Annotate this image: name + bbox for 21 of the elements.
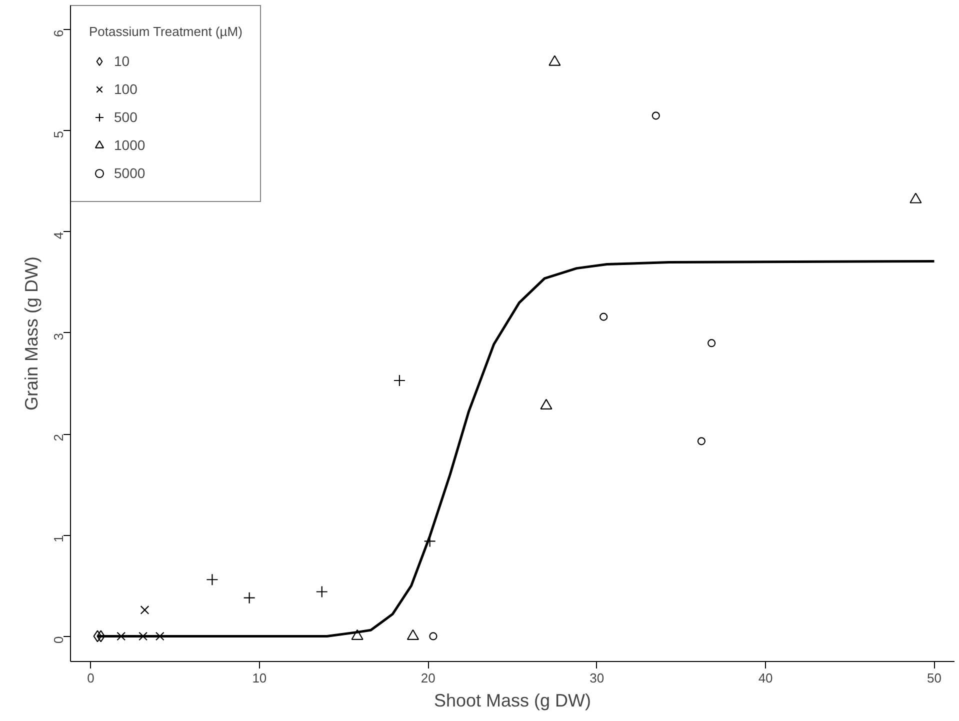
y-axis-title: Grain Mass (g DW) (22, 256, 42, 411)
legend-label: 5000 (114, 165, 146, 181)
x-tick-label: 10 (252, 670, 267, 686)
y-tick-label: 0 (51, 636, 66, 644)
legend-title: Potassium Treatment (µM) (89, 24, 242, 39)
x-axis-title: Shoot Mass (g DW) (434, 690, 592, 710)
y-tick-label: 1 (51, 535, 66, 542)
y-tick-label: 4 (51, 232, 66, 240)
x-tick-label: 20 (420, 670, 436, 686)
y-tick-label: 2 (51, 434, 66, 442)
x-tick-label: 30 (590, 670, 604, 686)
y-tick-label: 3 (51, 332, 66, 340)
y-tick-label: 6 (51, 30, 66, 37)
y-tick-label: 5 (51, 130, 66, 138)
legend-label: 10 (114, 53, 131, 69)
x-tick-label: 40 (758, 670, 773, 686)
x-tick-label: 50 (927, 670, 942, 686)
x-tick-label: 0 (87, 670, 94, 686)
legend-label: 1000 (114, 137, 146, 153)
legend-label: 500 (114, 109, 138, 125)
legend-label: 100 (114, 81, 138, 97)
